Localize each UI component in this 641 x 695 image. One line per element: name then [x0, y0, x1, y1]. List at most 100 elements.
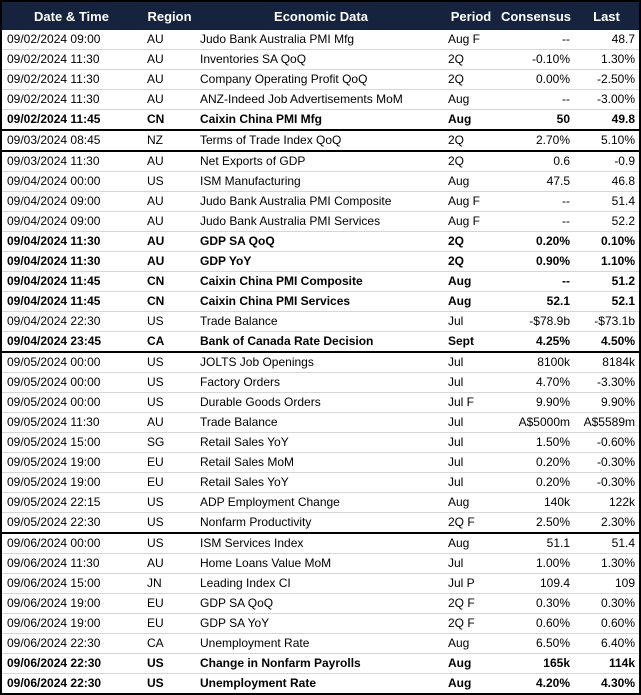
economic-data-cell: Factory Orders: [200, 375, 281, 389]
consensus-cell: 4.20%: [535, 676, 570, 690]
economic-data-cell: Bank of Canada Rate Decision: [200, 334, 374, 348]
consensus-cell: --: [562, 194, 570, 208]
consensus-cell: 1.00%: [535, 556, 570, 570]
consensus-cell: -$78.9b: [529, 314, 570, 328]
period-cell: Jul: [448, 475, 464, 489]
table-row: 09/02/2024 11:30 AU Company Operating Pr…: [2, 70, 639, 90]
economic-data-cell: GDP YoY: [200, 254, 252, 268]
date-time-cell: 09/04/2024 23:45: [7, 334, 102, 348]
last-cell: 1.30%: [600, 52, 635, 66]
region-cell: CN: [147, 112, 165, 126]
date-time-cell: 09/05/2024 00:00: [7, 375, 101, 389]
col-header-consensus: Consensus: [498, 2, 574, 30]
consensus-cell: 52.1: [546, 294, 570, 308]
last-cell: 51.2: [611, 274, 635, 288]
economic-data-cell: Caixin China PMI Composite: [200, 274, 363, 288]
table-row: 09/04/2024 00:00 US ISM Manufacturing Au…: [2, 172, 639, 192]
date-time-cell: 09/02/2024 11:30: [7, 52, 100, 66]
col-header-region: Region: [141, 2, 198, 30]
table-row: 09/03/2024 08:45 NZ Terms of Trade Index…: [2, 130, 639, 151]
period-cell: Aug: [448, 112, 472, 126]
economic-data-cell: Terms of Trade Index QoQ: [200, 133, 342, 147]
consensus-cell: 0.00%: [535, 72, 570, 86]
table-row: 09/06/2024 22:30 US Change in Nonfarm Pa…: [2, 654, 639, 674]
period-cell: 2Q: [448, 52, 465, 66]
table-row: 09/06/2024 22:30 US Unemployment Rate Au…: [2, 674, 639, 694]
region-cell: US: [147, 676, 164, 690]
date-time-cell: 09/04/2024 09:00: [7, 214, 101, 228]
period-cell: Jul: [448, 375, 464, 389]
consensus-cell: 165k: [543, 656, 570, 670]
consensus-cell: 0.90%: [535, 254, 570, 268]
table-row: 09/02/2024 09:00 AU Judo Bank Australia …: [2, 30, 639, 50]
date-time-cell: 09/06/2024 19:00: [7, 596, 101, 610]
economic-data-cell: Home Loans Value MoM: [200, 556, 332, 570]
col-header-period: Period: [444, 2, 498, 30]
consensus-cell: 8100k: [537, 355, 570, 369]
consensus-cell: 6.50%: [535, 636, 570, 650]
period-cell: Aug: [448, 495, 470, 509]
last-cell: -3.30%: [596, 375, 635, 389]
period-cell: Aug: [448, 274, 472, 288]
table-row: 09/06/2024 00:00 US ISM Services Index A…: [2, 533, 639, 554]
economic-data-cell: ISM Services Index: [200, 536, 304, 550]
consensus-cell: 0.60%: [535, 616, 570, 630]
economic-data-cell: Inventories SA QoQ: [200, 52, 307, 66]
economic-data-cell: Judo Bank Australia PMI Mfg: [200, 32, 355, 46]
consensus-cell: 0.30%: [535, 596, 570, 610]
period-cell: Aug: [448, 294, 472, 308]
last-cell: 4.30%: [600, 676, 635, 690]
region-cell: US: [147, 495, 164, 509]
last-cell: 2.30%: [600, 515, 635, 529]
period-cell: Aug F: [448, 194, 481, 208]
economic-data-cell: Retail Sales YoY: [200, 435, 289, 449]
date-time-cell: 09/04/2024 22:30: [7, 314, 101, 328]
date-time-cell: 09/02/2024 11:45: [7, 112, 101, 126]
region-cell: EU: [147, 475, 164, 489]
economic-data-cell: Change in Nonfarm Payrolls: [200, 656, 361, 670]
last-cell: 8184k: [602, 355, 635, 369]
economic-data-cell: Caixin China PMI Mfg: [200, 112, 323, 126]
economic-data-cell: GDP SA YoY: [200, 616, 270, 630]
last-cell: -0.30%: [596, 475, 635, 489]
last-cell: 51.4: [611, 536, 635, 550]
economic-data-cell: ADP Employment Change: [200, 495, 340, 509]
date-time-cell: 09/03/2024 08:45: [7, 133, 101, 147]
economic-data-cell: Judo Bank Australia PMI Services: [200, 214, 381, 228]
consensus-cell: 2.50%: [535, 515, 570, 529]
table-row: 09/06/2024 19:00 EU GDP SA QoQ 2Q F 0.30…: [2, 594, 639, 614]
last-cell: -3.00%: [596, 92, 635, 106]
table-row: 09/04/2024 11:30 AU GDP SA QoQ 2Q 0.20% …: [2, 232, 639, 252]
region-cell: US: [147, 355, 164, 369]
region-cell: AU: [147, 556, 164, 570]
date-time-cell: 09/06/2024 11:30: [7, 556, 100, 570]
region-cell: NZ: [147, 133, 163, 147]
consensus-cell: 0.6: [553, 154, 570, 168]
last-cell: 114k: [608, 656, 635, 670]
economic-data-cell: GDP SA QoQ: [200, 234, 275, 248]
date-time-cell: 09/05/2024 22:15: [7, 495, 101, 509]
last-cell: 49.8: [611, 112, 635, 126]
region-cell: SG: [147, 435, 165, 449]
period-cell: Jul F: [448, 395, 475, 409]
region-cell: AU: [147, 234, 165, 248]
region-cell: AU: [147, 154, 164, 168]
economic-data-cell: GDP SA QoQ: [200, 596, 274, 610]
region-cell: US: [147, 395, 164, 409]
date-time-cell: 09/05/2024 15:00: [7, 435, 101, 449]
table-row: 09/05/2024 11:30 AU Trade Balance Jul A$…: [2, 413, 639, 433]
period-cell: 2Q: [448, 72, 465, 86]
economic-data-cell: Net Exports of GDP: [200, 154, 306, 168]
table-row: 09/05/2024 22:15 US ADP Employment Chang…: [2, 493, 639, 513]
period-cell: Jul: [448, 435, 464, 449]
period-cell: Jul: [448, 314, 464, 328]
last-cell: 6.40%: [600, 636, 635, 650]
last-cell: -$73.1b: [594, 314, 635, 328]
region-cell: CN: [147, 294, 165, 308]
region-cell: EU: [147, 616, 164, 630]
table-row: 09/04/2024 11:30 AU GDP YoY 2Q 0.90% 1.1…: [2, 252, 639, 272]
period-cell: 2Q: [448, 154, 465, 168]
table-row: 09/06/2024 11:30 AU Home Loans Value MoM…: [2, 554, 639, 574]
period-cell: Aug: [448, 656, 472, 670]
